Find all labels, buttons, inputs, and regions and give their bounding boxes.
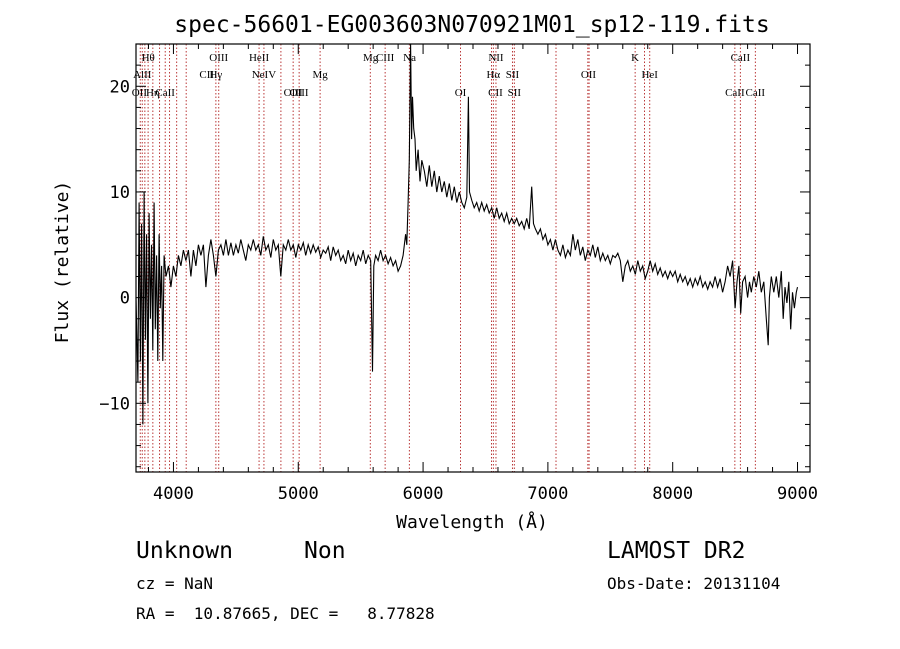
marker-label-5: CII — [199, 69, 214, 81]
marker-label-15: Na — [403, 52, 416, 64]
x-tick-label-2: 6000 — [403, 484, 444, 504]
marker-label-9: NeIV — [252, 69, 276, 81]
spectrum-chart: spec-56601-EG003603N070921M01_sp12-119.f… — [52, 12, 818, 533]
marker-label-0: Hθ — [142, 52, 155, 64]
marker-label-7: Hγ — [209, 69, 222, 81]
plot-frame — [135, 43, 811, 473]
marker-label-6: OIII — [209, 52, 228, 64]
marker-label-16: OI — [455, 87, 467, 99]
marker-label-23: HeI — [641, 69, 658, 81]
y-tick-label-2: 10 — [110, 183, 130, 203]
y-tick-label-3: 20 — [110, 77, 130, 97]
marker-label-27: CaII — [746, 87, 766, 99]
marker-label-11: OIII — [290, 87, 309, 99]
marker-label-13: Mg — [363, 52, 379, 64]
spectrum-class: Unknown — [136, 538, 233, 564]
marker-label-2: OII — [132, 87, 148, 99]
ra-dec-text: RA = 10.87665, DEC = 8.77828 — [136, 604, 435, 623]
marker-label-20: SII — [508, 87, 522, 99]
x-tick-label-1: 5000 — [278, 484, 319, 504]
spectrum-series-line — [135, 43, 799, 425]
marker-label-4: CaII — [155, 87, 175, 99]
marker-label-3: Hη — [146, 87, 160, 99]
marker-label-25: CaII — [731, 52, 751, 64]
y-axis-label: Flux (relative) — [52, 181, 73, 344]
redshift-text: cz = NaN — [136, 574, 214, 593]
x-tick-label-3: 7000 — [527, 484, 568, 504]
marker-label-12: Mg — [312, 69, 328, 81]
marker-label-14: CIII — [376, 52, 395, 64]
chart-title: spec-56601-EG003603N070921M01_sp12-119.f… — [174, 12, 769, 38]
marker-label-22: OII — [581, 69, 597, 81]
marker-label-8: HeII — [249, 52, 269, 64]
x-tick-label-5: 9000 — [777, 484, 818, 504]
marker-label-19: SII — [506, 69, 520, 81]
x-axis-ticks: 4000 5000 6000 7000 8000 9000 — [147, 44, 818, 504]
x-tick-label-4: 8000 — [652, 484, 693, 504]
line-markers — [139, 44, 756, 472]
y-tick-label-1: 0 — [120, 289, 130, 309]
line-marker-labels: HθAlIIOIIHηCaIICIIOIIIHγHeIINeIVOIIIOIII… — [132, 52, 766, 99]
marker-label-18: Hα — [486, 69, 500, 81]
y-axis-ticks: −10 0 10 20 — [99, 43, 810, 468]
marker-label-21: CII — [488, 87, 503, 99]
spectrum-subclass: Non — [304, 538, 346, 564]
marker-label-24: K — [631, 52, 639, 64]
x-axis-label: Wavelength (Å) — [396, 511, 548, 533]
y-tick-label-0: −10 — [99, 394, 130, 414]
survey-label: LAMOST DR2 — [607, 538, 746, 564]
obs-date-text: Obs-Date: 20131104 — [607, 574, 781, 593]
x-tick-label-0: 4000 — [153, 484, 194, 504]
marker-label-10: OIII — [284, 87, 303, 99]
marker-label-1: AlII — [133, 69, 152, 81]
marker-label-26: CaII — [725, 87, 745, 99]
marker-label-17: NII — [488, 52, 504, 64]
